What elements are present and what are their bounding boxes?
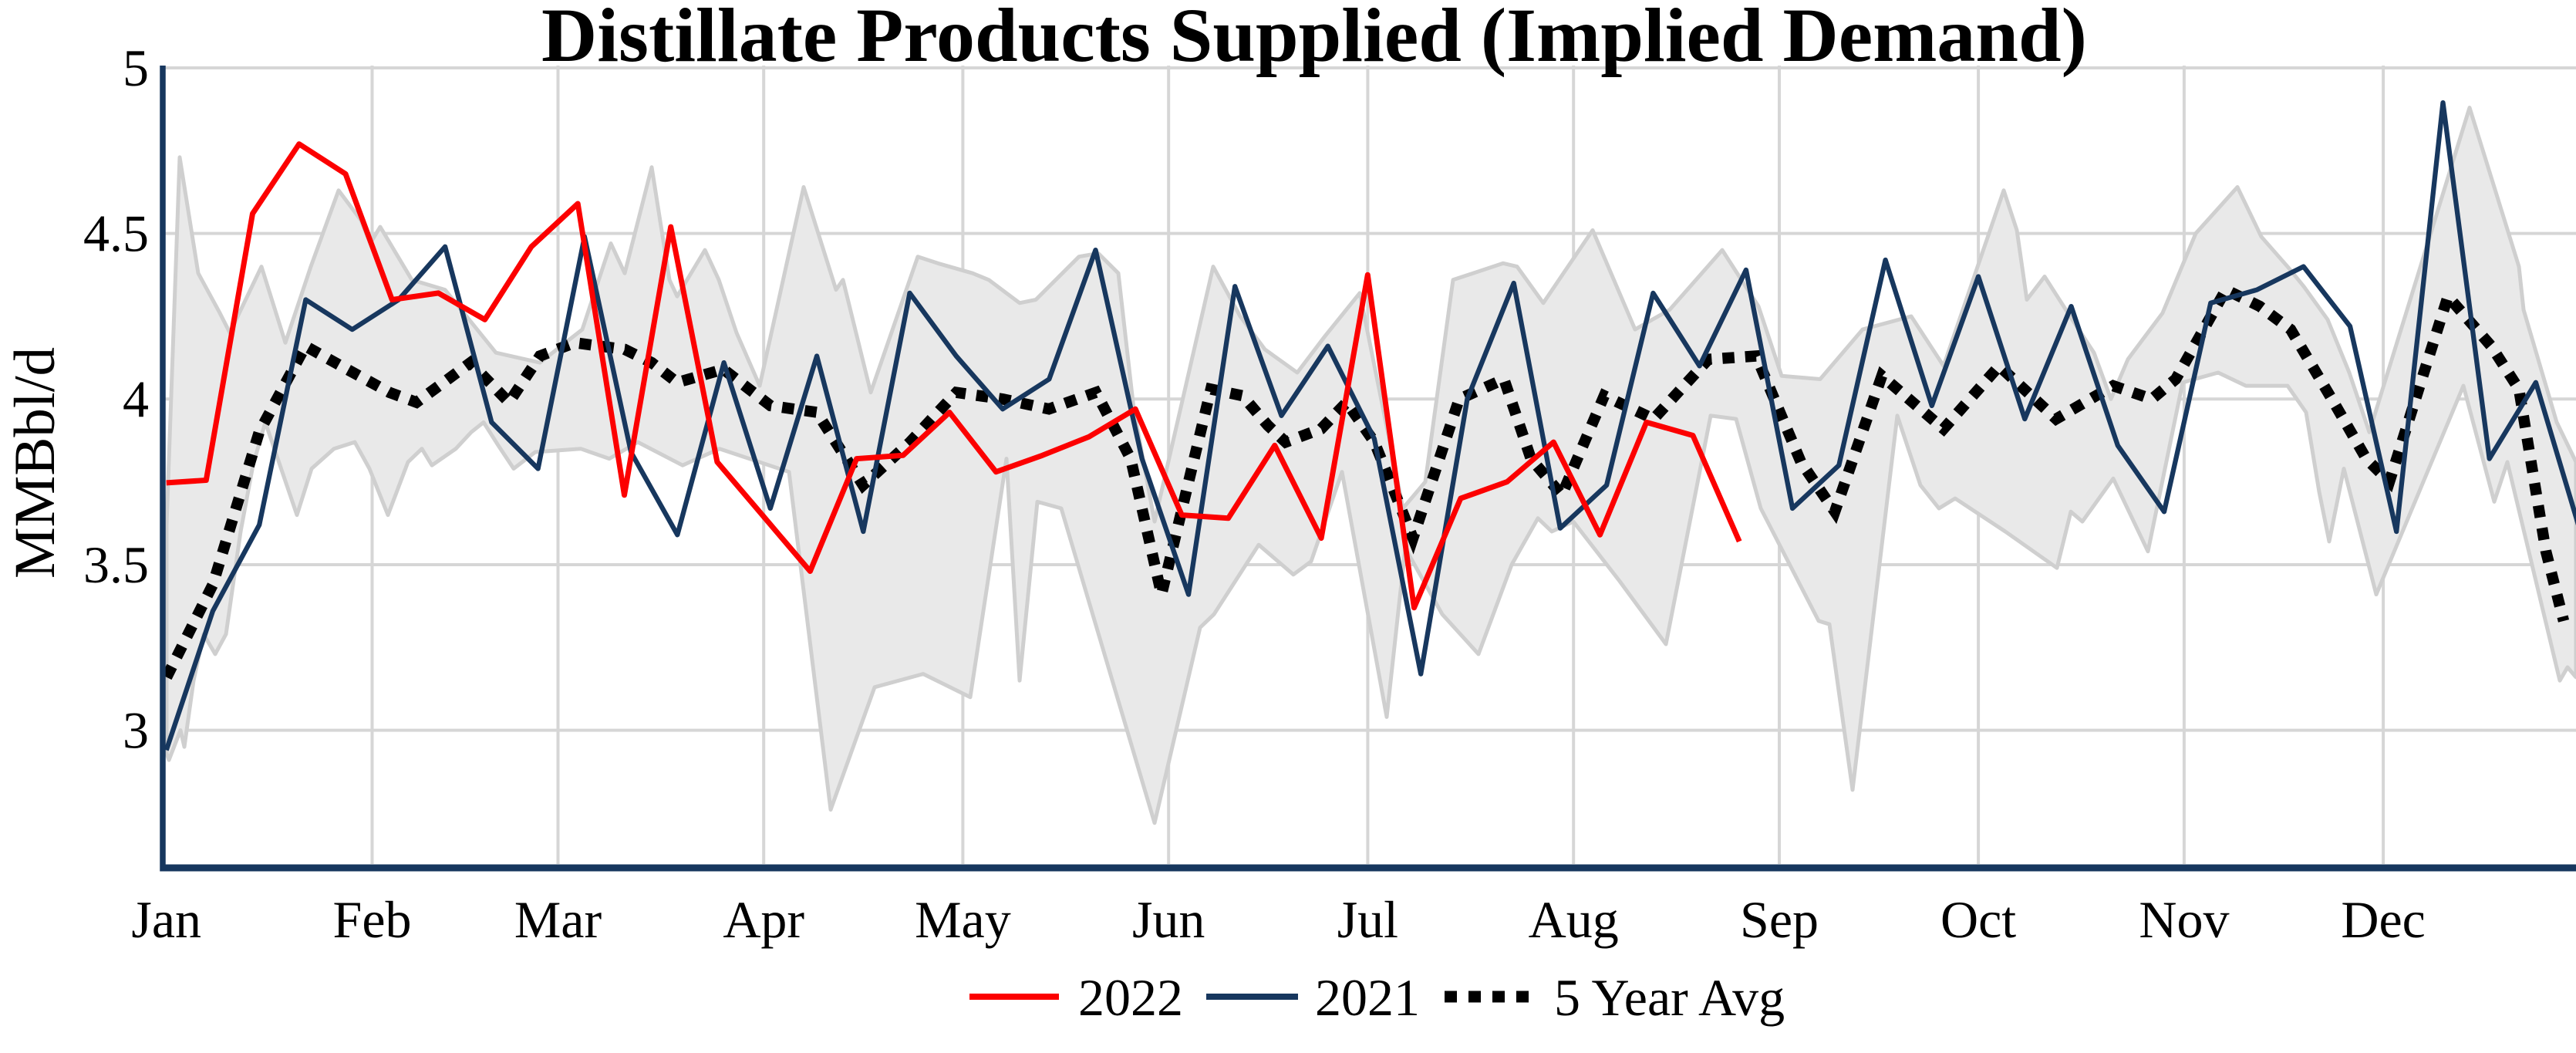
svg-text:Apr: Apr — [723, 890, 804, 949]
svg-text:5: 5 — [123, 39, 149, 97]
svg-text:Aug: Aug — [1529, 890, 1619, 949]
svg-text:4.5: 4.5 — [83, 204, 149, 263]
svg-text:3: 3 — [123, 701, 149, 760]
svg-text:Distillate Products Supplied (: Distillate Products Supplied (Implied De… — [541, 0, 2087, 78]
svg-text:3.5: 3.5 — [83, 535, 149, 594]
svg-text:2021: 2021 — [1315, 968, 1420, 1027]
svg-text:Feb: Feb — [333, 890, 412, 949]
svg-text:May: May — [915, 890, 1011, 949]
svg-text:MMBbl/d: MMBbl/d — [3, 347, 67, 579]
svg-text:4: 4 — [123, 370, 149, 428]
svg-text:Sep: Sep — [1740, 890, 1819, 949]
svg-text:5 Year Avg: 5 Year Avg — [1554, 968, 1785, 1027]
svg-text:Jun: Jun — [1132, 890, 1205, 949]
svg-text:Oct: Oct — [1940, 890, 2016, 949]
svg-text:Nov: Nov — [2139, 890, 2229, 949]
svg-text:Jan: Jan — [131, 890, 201, 949]
svg-text:Mar: Mar — [514, 890, 602, 949]
svg-text:2022: 2022 — [1078, 968, 1183, 1027]
svg-text:Dec: Dec — [2341, 890, 2425, 949]
svg-text:Jul: Jul — [1337, 890, 1398, 949]
